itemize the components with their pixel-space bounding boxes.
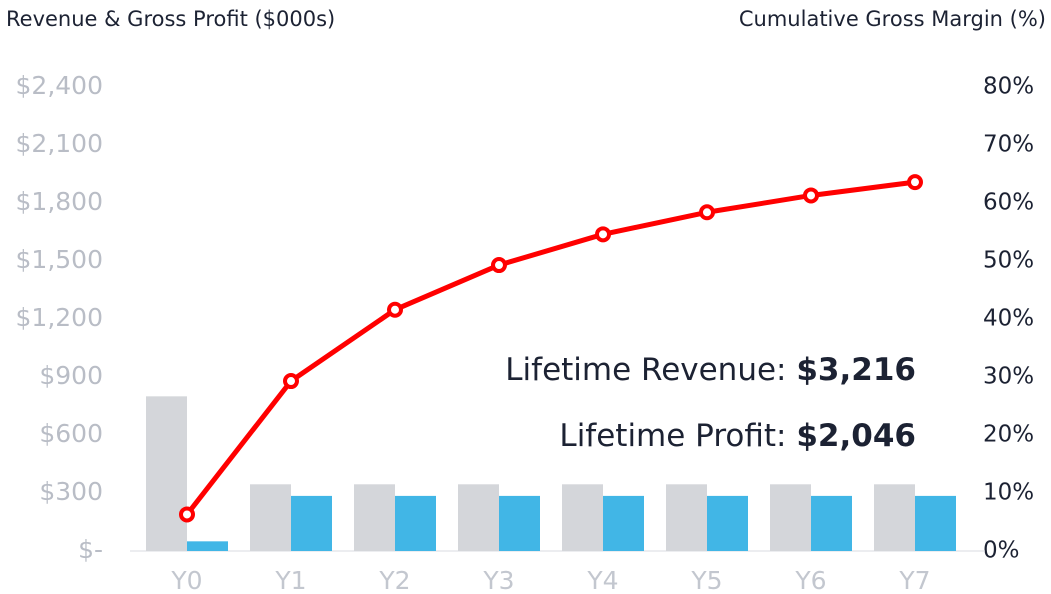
- line-marker: [907, 174, 923, 191]
- line-marker: [595, 226, 611, 243]
- line: [185, 179, 916, 516]
- y-tick-label: $1,200: [16, 303, 103, 332]
- chart-title: Revenue & Gross Profit ($000s): [6, 7, 335, 31]
- x-tick-label: Y0: [170, 566, 202, 594]
- x-tick-label: Y7: [898, 566, 930, 594]
- bar: [499, 495, 540, 551]
- annotation-label: Lifetime Profit:: [559, 418, 786, 454]
- y2-tick-label: 60%: [983, 190, 1034, 216]
- y-tick-label: $300: [39, 477, 103, 506]
- bar: [187, 541, 228, 551]
- x-tick-label: Y3: [482, 566, 514, 594]
- y-tick-label: $-: [78, 535, 103, 564]
- annotation: Lifetime Profit: $2,046: [559, 418, 916, 454]
- y2-tick-label: 70%: [983, 132, 1034, 158]
- annotation-value: $2,046: [796, 418, 916, 454]
- y-tick-label: $2,400: [16, 71, 103, 100]
- bar: [250, 484, 291, 551]
- annotation-label: Lifetime Revenue:: [505, 352, 786, 388]
- y-tick-label: $2,100: [16, 129, 103, 158]
- y-tick-label: $900: [39, 361, 103, 390]
- y2-title: Cumulative Gross Margin (%): [739, 7, 1046, 31]
- annotation-value: $3,216: [796, 352, 916, 388]
- line-marker: [179, 506, 195, 523]
- x-tick-label: Y6: [794, 566, 826, 594]
- y2-tick-label: 10%: [983, 480, 1034, 506]
- bar: [354, 484, 395, 551]
- y-tick-label: $1,800: [16, 187, 103, 216]
- bar: [603, 495, 644, 551]
- line-marker: [699, 204, 715, 221]
- y2-tick-label: 80%: [983, 74, 1034, 100]
- bar: [666, 484, 707, 551]
- line-marker: [283, 373, 299, 390]
- y2-tick-label: 0%: [983, 538, 1020, 564]
- bar: [146, 396, 187, 551]
- line-marker: [491, 257, 507, 274]
- x-tick-label: Y5: [690, 566, 722, 594]
- bar: [811, 495, 852, 551]
- bar: [915, 495, 956, 551]
- y-tick-label: $1,500: [16, 245, 103, 274]
- line-marker: [387, 301, 403, 318]
- bar: [395, 495, 436, 551]
- x-tick-label: Y4: [586, 566, 618, 594]
- y2-tick-label: 20%: [983, 422, 1034, 448]
- y-tick-label: $600: [39, 419, 103, 448]
- y2-tick-label: 50%: [983, 248, 1034, 274]
- x-tick-label: Y2: [378, 566, 410, 594]
- bar: [458, 484, 499, 551]
- bar: [770, 484, 811, 551]
- bar: [291, 495, 332, 551]
- y2-tick-label: 40%: [983, 306, 1034, 332]
- y2-tick-label: 30%: [983, 364, 1034, 390]
- x-tick-label: Y1: [274, 566, 306, 594]
- annotation: Lifetime Revenue: $3,216: [505, 352, 916, 388]
- bar: [874, 484, 915, 551]
- line-marker: [803, 187, 819, 204]
- bar: [562, 484, 603, 551]
- bar: [707, 495, 748, 551]
